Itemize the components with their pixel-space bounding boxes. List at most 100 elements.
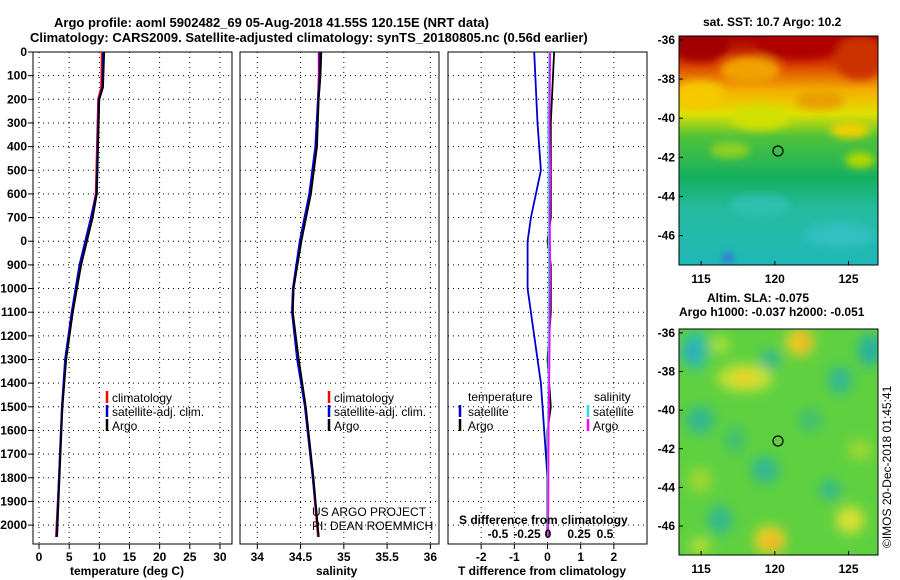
sla-lat-ticks: -36 -38 -40 -42 -44 -46	[658, 326, 683, 533]
x-tick-label: 35	[337, 550, 351, 564]
series-line-argo	[56, 51, 106, 537]
salinity-grid	[240, 52, 439, 544]
temperature-x-ticks: 0 5 10 15 20 25 30	[36, 544, 227, 564]
legend-sal-satellite-label: satellite	[593, 405, 634, 419]
depth-tick-label: 2000	[0, 518, 27, 532]
lat-tick-label: -38	[658, 72, 676, 86]
x-tick-label: -1	[509, 550, 520, 564]
legend-salinity-title: salinity	[594, 390, 631, 404]
series-line-temperature-satellite	[526, 51, 549, 537]
depth-tick-label: 0	[20, 45, 27, 59]
sst-field	[679, 36, 878, 265]
x-tick-label: 10	[93, 550, 107, 564]
x-tick-label: 5	[66, 550, 73, 564]
lat-tick-label: -40	[658, 403, 676, 417]
legend-argo-label: Argo	[112, 419, 138, 433]
legend-sal-argo-label: Argo	[593, 419, 619, 433]
x-tick-label: 0	[36, 550, 43, 564]
lon-tick-label: 115	[691, 272, 711, 286]
lat-tick-label: -38	[658, 364, 676, 378]
depth-tick-label: 600	[7, 187, 27, 201]
difference-xlabel: T difference from climatology	[458, 564, 626, 578]
x-tick-label: 2	[610, 550, 617, 564]
depth-tick-label: 1600	[0, 423, 27, 437]
legend-temp-argo-label: Argo	[468, 419, 494, 433]
lon-tick-label: 125	[839, 562, 859, 576]
lat-tick-label: -40	[658, 111, 676, 125]
depth-tick-label: 1000	[0, 282, 27, 296]
depth-tick-label: 200	[7, 92, 27, 106]
difference-legend: temperature satellite Argo salinity sate…	[458, 390, 634, 433]
lat-tick-label: -36	[658, 33, 676, 47]
salinity-axes-box	[239, 51, 440, 545]
salinity-diff-tick-label: 0.25	[567, 527, 591, 541]
sla-field	[679, 329, 878, 555]
salinity-diff-label: S difference from climatology	[459, 513, 628, 527]
legend-temperature-title: temperature	[468, 390, 533, 404]
x-tick-label: 34	[251, 550, 265, 564]
legend-argo-label: Argo	[334, 419, 360, 433]
lon-tick-label: 115	[691, 562, 711, 576]
x-tick-label: 0	[544, 550, 551, 564]
lat-tick-label: -46	[658, 519, 676, 533]
sla-map-subtitle: Argo h1000: -0.037 h2000: -0.051	[679, 305, 865, 319]
depth-tick-label: 1100	[1, 305, 27, 319]
lat-tick-label: -44	[658, 189, 676, 203]
temperature-xlabel: temperature (deg C)	[70, 564, 184, 578]
lat-tick-label: -46	[658, 229, 676, 243]
argo-location-marker	[772, 145, 784, 157]
depth-tick-label: 1500	[0, 400, 27, 414]
salinity-xlabel: salinity	[316, 564, 358, 578]
sla-map-frame	[678, 328, 879, 556]
depth-tick-label: 1700	[0, 447, 27, 461]
figure-title-line1: Argo profile: aoml 5902482_69 05-Aug-201…	[54, 15, 489, 30]
lat-tick-label: -36	[658, 326, 676, 340]
salinity-diff-tick-label: -0.25	[513, 527, 541, 541]
depth-tick-label: 1200	[0, 329, 27, 343]
legend-climatology-label: climatology	[112, 391, 172, 405]
sst-map: sat. SST: 10.7 Argo: 10.2 -36 -38 -40 -42	[658, 15, 879, 286]
argo-location-marker	[772, 435, 784, 447]
figure-title-line2: Climatology: CARS2009. Satellite-adjuste…	[30, 30, 588, 45]
temperature-panel: 0 5 10 15 20 25 30 temperature (deg C) climato…	[32, 51, 233, 578]
x-tick-label: 36	[424, 550, 438, 564]
depth-tick-label: 1900	[0, 494, 27, 508]
sla-patches	[681, 329, 878, 554]
difference-x-ticks: -2 -1 0 1 2	[476, 544, 617, 564]
legend-temp-satellite-label: satellite	[468, 405, 509, 419]
temperature-legend: climatology satellite-adj. clim. Argo	[105, 391, 204, 433]
sla-map: Altim. SLA: -0.075 Argo h1000: -0.037 h2…	[658, 291, 894, 576]
depth-tick-label: 500	[7, 163, 27, 177]
lon-tick-label: 120	[765, 272, 785, 286]
salinity-diff-ticks: -0.5 -0.25 0 0.25 0.5	[488, 527, 614, 541]
x-tick-label: 20	[153, 550, 167, 564]
series-line-salinity-argo	[547, 51, 552, 537]
salinity-lines	[290, 51, 323, 537]
imos-credit: ©IMOS 20-Dec-2018 01:45:41	[880, 385, 894, 548]
sst-map-frame	[678, 35, 879, 266]
sst-lon-ticks: 115 120 125	[691, 261, 859, 286]
sst-patches	[679, 36, 878, 263]
salinity-legend: climatology satellite-adj. clim. Argo	[327, 391, 426, 433]
pi-note: PI: DEAN ROEMMICH	[312, 519, 433, 533]
depth-tick-label: 100	[7, 69, 27, 83]
temperature-grid	[33, 52, 232, 544]
depth-tick-label: 900	[7, 258, 27, 272]
legend-climatology-label: climatology	[334, 391, 394, 405]
x-tick-label: 30	[213, 550, 227, 564]
lon-tick-label: 125	[839, 272, 859, 286]
sst-map-title: sat. SST: 10.7 Argo: 10.2	[703, 15, 842, 29]
x-tick-label: 1	[577, 550, 584, 564]
difference-panel: -2 -1 0 1 2 -0.5 -0.25 0 0.25 0.5 S difference f…	[447, 51, 648, 578]
difference-lines	[526, 51, 555, 537]
temperature-axes-box	[32, 51, 233, 545]
lon-tick-label: 120	[765, 562, 785, 576]
x-tick-label: 25	[183, 550, 197, 564]
depth-tick-label: 1800	[0, 471, 27, 485]
x-tick-label: 15	[123, 550, 137, 564]
depth-tick-label: 1300	[0, 353, 27, 367]
salinity-diff-tick-label: 0	[545, 527, 552, 541]
lat-tick-label: -44	[658, 480, 676, 494]
depth-tick-label: 0	[20, 234, 27, 248]
